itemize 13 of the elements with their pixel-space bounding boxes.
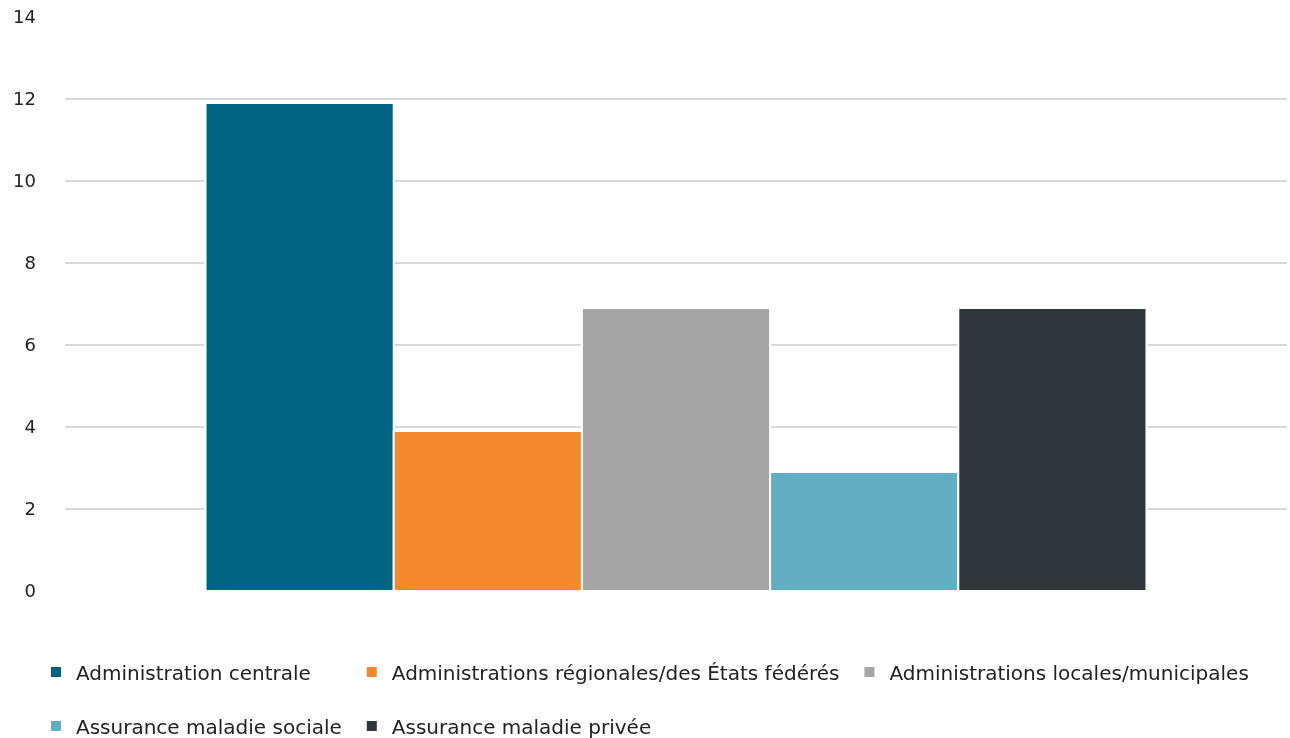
y-tick-label: 10: [13, 170, 36, 192]
legend-label: Assurance maladie privée: [391, 714, 652, 738]
y-tick-label: 12: [13, 88, 36, 110]
y-tick-label: 14: [13, 6, 36, 28]
legend-label: Administrations régionales/des États fédérés: [391, 660, 840, 685]
legend-label: Administrations locales/municipales: [889, 660, 1249, 685]
y-tick-label: 2: [24, 498, 36, 520]
y-tick-label: 4: [24, 416, 36, 438]
legend-label: Administration centrale: [76, 660, 311, 685]
legend-label: Assurance maladie sociale: [76, 714, 342, 738]
y-tick-label: 6: [24, 334, 36, 356]
y-tick-label: 0: [24, 580, 36, 602]
y-tick-label: 8: [24, 252, 36, 274]
